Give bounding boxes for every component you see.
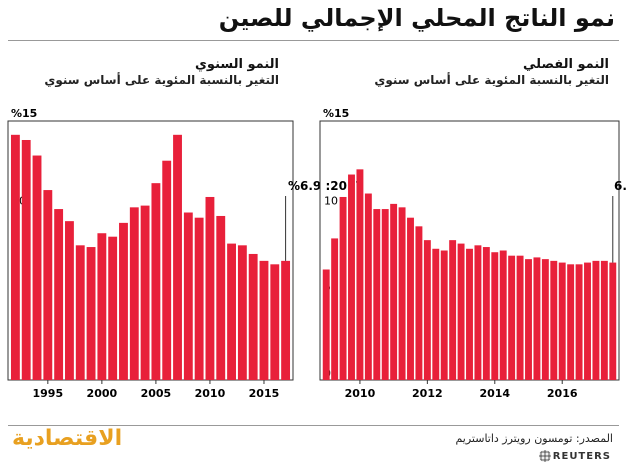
quarterly-bar xyxy=(348,174,355,380)
quarterly-bar xyxy=(550,260,558,380)
annual-plot-frame xyxy=(7,120,294,381)
annual-x-tick-label: 2015 xyxy=(249,387,280,400)
annual-bar xyxy=(21,139,31,380)
quarterly-bar xyxy=(525,259,532,380)
quarterly-y-tick-label: 10 xyxy=(324,194,338,207)
annual-bar xyxy=(270,264,280,380)
quarterly-bar xyxy=(499,250,507,380)
quarterly-bar xyxy=(474,245,482,380)
brand-logo: الاقتصادية xyxy=(12,426,123,451)
annual-unit-label: %15 xyxy=(11,107,37,120)
annual-bar xyxy=(194,217,204,380)
title-divider xyxy=(8,40,619,41)
annual-bar xyxy=(151,183,161,380)
quarterly-bar xyxy=(449,240,457,380)
annual-chart-title: النمو السنوي xyxy=(195,57,279,72)
quarterly-bar xyxy=(440,250,448,380)
quarterly-bar xyxy=(373,209,381,380)
quarterly-unit-label: %15 xyxy=(323,107,349,120)
annual-bar xyxy=(205,196,215,380)
quarterly-bar xyxy=(415,226,423,380)
source-note: المصدر: تومسون رويترز داتاستريم xyxy=(455,432,613,445)
annual-bar xyxy=(173,134,182,380)
annual-x-tick-label: 1995 xyxy=(33,387,64,400)
quarterly-chart-subtitle: التغير بالنسبة المئوية على أساس سنوي xyxy=(374,73,609,87)
quarterly-bar xyxy=(322,269,330,380)
annual-bar xyxy=(227,243,236,380)
quarterly-bar xyxy=(407,217,414,380)
agency-label: REUTERS xyxy=(552,451,611,462)
footer-divider xyxy=(8,425,619,426)
annual-bar xyxy=(43,190,53,380)
page-title: نمو الناتج المحلي الإجمالي للصين xyxy=(218,4,615,32)
annual-bar xyxy=(97,233,107,380)
annual-bar xyxy=(129,207,139,380)
annual-bar xyxy=(86,247,96,380)
quarterly-bar xyxy=(600,260,608,380)
quarterly-chart-title: النمو الفصلي xyxy=(523,57,609,72)
quarterly-bar xyxy=(584,262,591,380)
annual-bar xyxy=(237,245,247,380)
quarterly-bar xyxy=(390,203,398,380)
quarterly-bar xyxy=(592,260,600,380)
quarterly-bar xyxy=(516,255,524,380)
quarterly-bar xyxy=(482,247,490,380)
quarterly-bar xyxy=(457,243,465,380)
annual-bar xyxy=(140,205,150,380)
annual-bar xyxy=(281,260,291,380)
quarterly-bar xyxy=(575,264,583,380)
annual-x-tick-label: 2010 xyxy=(195,387,226,400)
quarterly-bar xyxy=(432,248,440,380)
annual-x-tick-label: 2005 xyxy=(141,387,172,400)
annual-bar xyxy=(108,236,118,380)
quarterly-bar xyxy=(466,248,473,380)
quarterly-x-tick-label: 2012 xyxy=(412,387,443,400)
annual-bar xyxy=(10,134,20,380)
quarterly-bar xyxy=(356,169,364,380)
reuters-logo-icon xyxy=(539,450,551,462)
quarterly-bar xyxy=(541,259,549,380)
annual-bar xyxy=(119,222,128,380)
quarterly-bar xyxy=(609,262,617,380)
annual-bar xyxy=(183,212,193,380)
annual-bar xyxy=(32,155,42,380)
quarterly-bar xyxy=(364,193,372,380)
quarterly-bar xyxy=(423,240,431,380)
quarterly-x-tick-label: 2014 xyxy=(479,387,510,400)
annual-bar xyxy=(162,160,172,380)
quarterly-bar xyxy=(491,252,499,380)
quarterly-bar xyxy=(567,264,575,380)
quarterly-annotation: الربع الثالث 2017: %6.8 xyxy=(614,179,627,193)
quarterly-x-tick-label: 2016 xyxy=(547,387,578,400)
annual-bar xyxy=(216,215,226,380)
quarterly-bar xyxy=(398,207,406,380)
annual-bar xyxy=(248,253,258,380)
quarterly-bar xyxy=(508,255,516,380)
annual-bar xyxy=(54,209,64,380)
quarterly-x-tick-label: 2010 xyxy=(345,387,376,400)
annual-bar xyxy=(65,221,74,380)
annual-annotation: 2017: %6.9 xyxy=(288,179,364,193)
quarterly-bar xyxy=(331,238,339,380)
annual-chart-subtitle: التغير بالنسبة المئوية على أساس سنوي xyxy=(44,73,279,87)
annual-x-tick-label: 2000 xyxy=(87,387,118,400)
quarterly-bar xyxy=(558,262,566,380)
annual-bar xyxy=(75,245,85,380)
annual-bar xyxy=(259,260,269,380)
quarterly-bar xyxy=(381,209,389,380)
quarterly-bar xyxy=(533,257,541,380)
quarterly-bar xyxy=(339,196,347,380)
